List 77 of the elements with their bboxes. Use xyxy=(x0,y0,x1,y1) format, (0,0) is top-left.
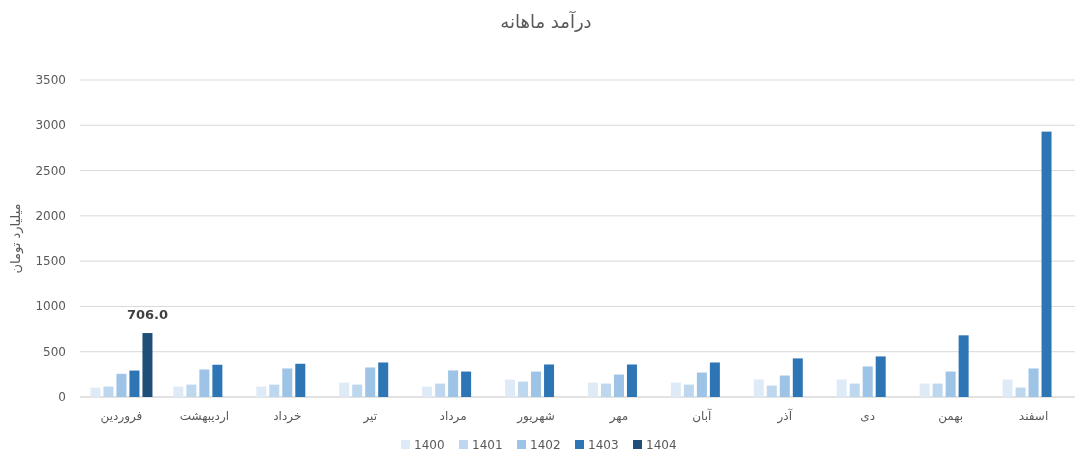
bar xyxy=(1015,387,1026,397)
y-tick-label: 2500 xyxy=(35,163,66,178)
bar xyxy=(670,382,681,397)
bar xyxy=(600,383,611,397)
bar xyxy=(945,371,956,397)
bar xyxy=(587,382,598,397)
bar xyxy=(518,381,529,397)
legend-label: 1404 xyxy=(646,438,677,452)
bar xyxy=(378,362,389,397)
bar xyxy=(626,364,637,397)
bar xyxy=(531,371,542,397)
bar xyxy=(422,386,433,397)
bar xyxy=(932,383,943,397)
y-tick-label: 1000 xyxy=(35,299,66,314)
x-tick-label: مرداد xyxy=(439,409,467,424)
x-tick-label: دی xyxy=(860,409,876,423)
bar xyxy=(709,362,720,397)
legend-label: 1400 xyxy=(414,438,445,452)
y-axis-title: میلیارد تومان xyxy=(8,203,24,274)
bar xyxy=(919,383,930,397)
bar xyxy=(544,364,555,397)
bar xyxy=(173,386,184,397)
bar xyxy=(1028,368,1039,397)
x-tick-label: آبان xyxy=(692,408,713,423)
bar xyxy=(269,384,280,397)
x-tick-label: بهمن xyxy=(938,409,964,424)
legend-label: 1403 xyxy=(588,438,619,452)
bar xyxy=(103,386,114,397)
x-tick-label: مهر xyxy=(608,409,629,424)
bar xyxy=(836,379,847,397)
bar xyxy=(875,356,886,397)
y-tick-label: 0 xyxy=(58,390,66,404)
legend-label: 1401 xyxy=(472,438,503,452)
y-tick-label: 3000 xyxy=(35,118,66,133)
bar xyxy=(613,374,624,397)
legend-label: 1402 xyxy=(530,438,561,452)
bar xyxy=(1041,131,1052,397)
bar xyxy=(448,370,459,397)
bar xyxy=(683,384,694,397)
bar xyxy=(129,370,140,397)
bar xyxy=(256,386,267,397)
bar xyxy=(696,372,707,397)
bar xyxy=(505,379,516,397)
x-tick-label: اردیبهشت xyxy=(179,409,230,424)
bar xyxy=(766,385,777,397)
bar xyxy=(282,368,293,397)
data-label: 706.0 xyxy=(126,307,169,323)
bar xyxy=(779,375,790,397)
bar xyxy=(186,384,197,397)
x-tick-label: فروردین xyxy=(100,409,143,424)
x-tick-label: آذر xyxy=(776,408,793,424)
y-tick-label: 2000 xyxy=(35,208,66,223)
x-tick-label: شهریور xyxy=(516,409,555,424)
bar xyxy=(339,382,350,397)
bar xyxy=(352,384,363,397)
y-tick-label: 3500 xyxy=(35,73,66,87)
bar xyxy=(212,364,223,397)
bar xyxy=(435,383,446,397)
bar xyxy=(199,369,210,397)
bar xyxy=(295,363,306,397)
x-tick-label: اسفند xyxy=(1018,409,1049,423)
bar xyxy=(753,379,764,397)
x-tick-label: تیر xyxy=(362,409,378,424)
chart-title: درآمد ماهانه xyxy=(500,10,592,32)
bar xyxy=(862,366,873,397)
bar xyxy=(1002,379,1013,397)
x-tick-label: خرداد xyxy=(273,409,302,424)
y-tick-label: 1500 xyxy=(35,254,66,269)
bar xyxy=(849,383,860,397)
bar xyxy=(90,387,101,397)
bar xyxy=(365,367,376,397)
y-tick-label: 500 xyxy=(43,344,66,359)
bar xyxy=(461,371,472,397)
bar xyxy=(142,333,153,397)
bar xyxy=(792,358,803,397)
bar xyxy=(116,373,127,397)
bar xyxy=(958,335,969,397)
